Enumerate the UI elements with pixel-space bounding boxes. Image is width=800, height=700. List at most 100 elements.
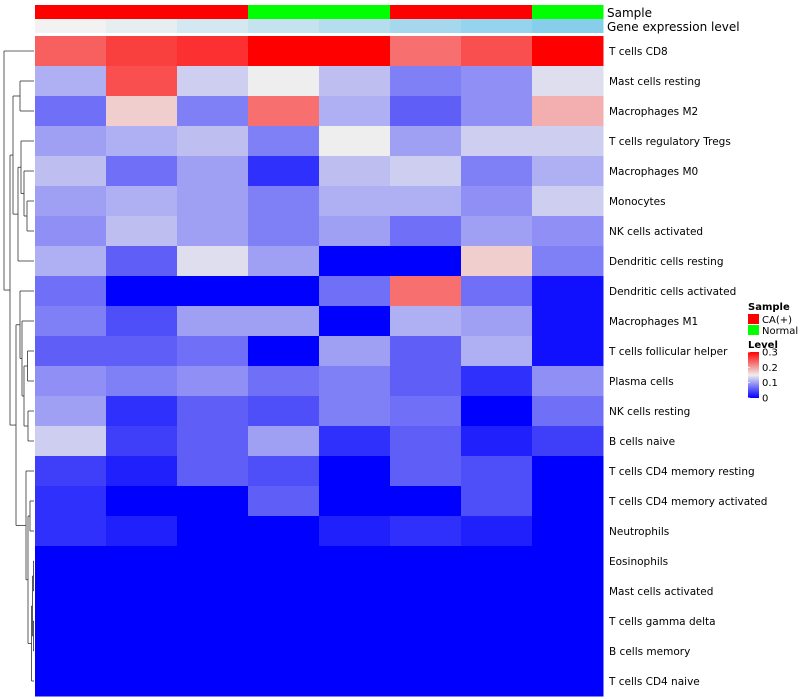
sample-track-cell xyxy=(390,5,462,19)
heatmap-cell xyxy=(35,336,107,367)
heatmap-cell xyxy=(390,276,462,307)
level-colorbar xyxy=(748,352,759,398)
heatmap-cell xyxy=(319,396,391,427)
heatmap-cell xyxy=(248,126,320,157)
gene-expression-track-cell xyxy=(106,19,178,33)
heatmap-cell xyxy=(532,666,604,697)
heatmap-cell xyxy=(532,396,604,427)
heatmap-cell xyxy=(35,306,107,337)
heatmap-cell xyxy=(106,276,178,307)
heatmap-cell xyxy=(390,186,462,217)
sample-track-cell xyxy=(532,5,604,19)
level-legend-title: Level xyxy=(748,340,778,351)
heatmap-cell xyxy=(319,336,391,367)
row-label: Dendritic cells activated xyxy=(609,286,736,298)
heatmap-cell xyxy=(35,96,107,127)
heatmap-cell xyxy=(461,186,533,217)
heatmap-cell xyxy=(461,336,533,367)
heatmap-cell xyxy=(106,546,178,577)
heatmap-cell xyxy=(319,576,391,607)
heatmap-cell xyxy=(461,456,533,487)
heatmap-cell xyxy=(106,36,178,67)
heatmap-cell xyxy=(177,666,249,697)
heatmap-cell xyxy=(532,336,604,367)
heatmap-cell xyxy=(35,606,107,637)
row-label: T cells CD4 naive xyxy=(608,676,700,688)
heatmap-cell xyxy=(461,66,533,97)
row-label: Monocytes xyxy=(609,196,666,208)
heatmap-cell xyxy=(532,576,604,607)
heatmap-cell xyxy=(106,426,178,457)
row-label: T cells follicular helper xyxy=(608,346,728,358)
heatmap-cell xyxy=(461,426,533,457)
heatmap-cell xyxy=(248,636,320,667)
heatmap-cell xyxy=(35,486,107,517)
heatmap-cell xyxy=(248,666,320,697)
heatmap-cell xyxy=(248,366,320,397)
heatmap-cell xyxy=(248,186,320,217)
heatmap-cell xyxy=(532,246,604,277)
heatmap-cell xyxy=(319,96,391,127)
heatmap-cell xyxy=(461,36,533,67)
heatmap-cell xyxy=(390,486,462,517)
heatmap-cell xyxy=(177,396,249,427)
heatmap-cell xyxy=(177,96,249,127)
sample-track-cell xyxy=(461,5,533,19)
heatmap-cell xyxy=(106,456,178,487)
heatmap-cell xyxy=(532,636,604,667)
heatmap-cell xyxy=(461,666,533,697)
sample-legend-label: Normal xyxy=(762,326,798,337)
row-label: Macrophages M0 xyxy=(609,166,698,178)
heatmap-cell xyxy=(461,366,533,397)
heatmap-cell xyxy=(390,516,462,547)
heatmap-cell xyxy=(390,546,462,577)
gene-expression-track-cell xyxy=(461,19,533,33)
heatmap-cell xyxy=(532,126,604,157)
level-tick-label: 0.2 xyxy=(762,363,778,374)
row-label: T cells gamma delta xyxy=(608,616,716,628)
heatmap-cell xyxy=(248,36,320,67)
heatmap-cell xyxy=(390,66,462,97)
level-tick-label: 0 xyxy=(762,394,768,405)
heatmap-cell xyxy=(35,396,107,427)
heatmap-cell xyxy=(319,636,391,667)
sample-legend-label: CA(+) xyxy=(762,315,792,326)
heatmap-cell xyxy=(248,576,320,607)
heatmap-cell xyxy=(177,156,249,187)
row-label: Eosinophils xyxy=(609,556,668,568)
track-label: Gene expression level xyxy=(607,20,740,34)
heatmap-cell xyxy=(390,216,462,247)
heatmap-cell xyxy=(35,156,107,187)
heatmap-cell xyxy=(177,576,249,607)
heatmap-cell xyxy=(461,216,533,247)
heatmap-cell xyxy=(106,96,178,127)
heatmap-cell xyxy=(532,366,604,397)
heatmap-cell xyxy=(532,66,604,97)
heatmap-cell xyxy=(248,516,320,547)
gene-expression-track-cell xyxy=(177,19,249,33)
heatmap-cell xyxy=(35,666,107,697)
heatmap-cell xyxy=(461,246,533,277)
annotation-tracks xyxy=(35,5,604,33)
heatmap-cell xyxy=(106,66,178,97)
heatmap-cell xyxy=(35,126,107,157)
level-tick-label: 0.3 xyxy=(762,348,778,359)
heatmap-cell xyxy=(106,606,178,637)
heatmap-cell xyxy=(461,486,533,517)
heatmap-cell xyxy=(390,426,462,457)
heatmap-cell xyxy=(319,246,391,277)
heatmap-cell xyxy=(177,216,249,247)
heatmap-cell xyxy=(177,246,249,277)
heatmap-cell xyxy=(319,666,391,697)
heatmap-cell xyxy=(390,306,462,337)
row-dendrogram xyxy=(3,50,34,682)
heatmap-cell xyxy=(106,576,178,607)
heatmap-cell xyxy=(532,276,604,307)
heatmap-cell xyxy=(390,456,462,487)
gene-expression-track-cell xyxy=(35,19,107,33)
heatmap-cell xyxy=(532,306,604,337)
heatmap-cell xyxy=(461,546,533,577)
heatmap-cell xyxy=(390,666,462,697)
